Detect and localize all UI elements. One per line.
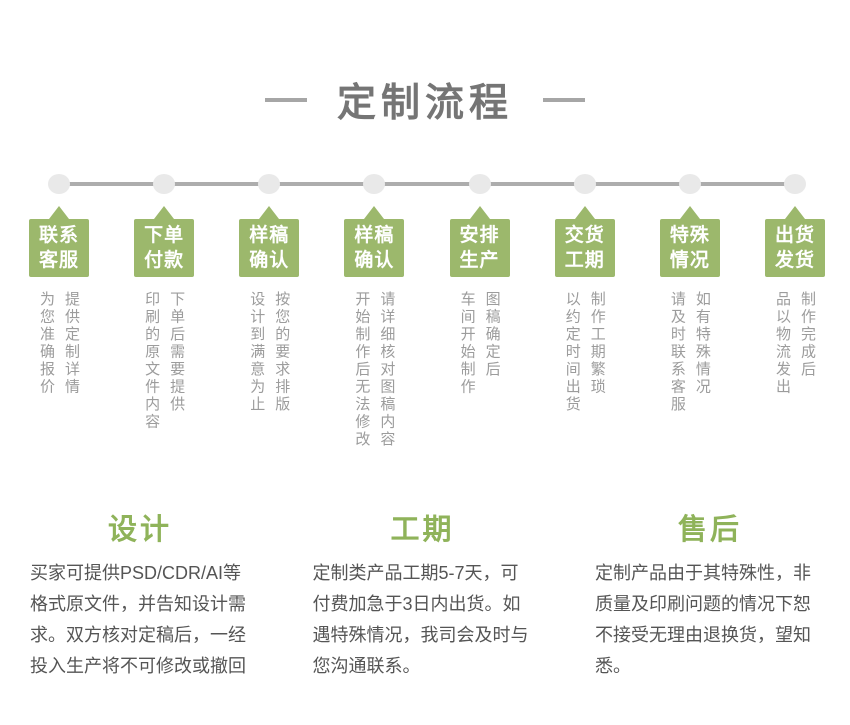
arrow-up-icon xyxy=(49,206,69,219)
info-section-design: 设计 买家可提供PSD/CDR/AI等格式原文件，并告知设计需求。双方核对定稿后… xyxy=(30,506,250,682)
step-description: 提供定制详情 为您准确报价 xyxy=(38,291,80,396)
step-description: 如有特殊情况 请及时联系客服 xyxy=(668,291,711,414)
process-step-1: 联系 客服 提供定制详情 为您准确报价 xyxy=(11,174,107,456)
step-label-box: 安排 生产 xyxy=(449,219,510,277)
step-label: 样稿 确认 xyxy=(249,224,290,271)
page-title: 定制流程 xyxy=(336,82,513,125)
title-dash-left-icon xyxy=(264,98,307,102)
arrow-up-icon xyxy=(154,206,175,219)
timeline-dot xyxy=(678,174,701,194)
info-section-aftersales: 售后 定制产品由于其特殊性，非质量及印刷问题的情况下恕不接受无理由退换货，望知悉… xyxy=(595,506,825,682)
page-header: 定制流程 xyxy=(0,72,850,128)
section-body: 买家可提供PSD/CDR/AI等格式原文件，并告知设计需求。双方核对定稿后，一经… xyxy=(30,563,246,676)
step-description: 按您的要求排版 设计到满意为止 xyxy=(248,291,291,414)
timeline-dot xyxy=(363,174,386,194)
title-dash-right-icon xyxy=(543,98,585,102)
timeline-dot xyxy=(48,174,70,194)
step-label: 下单 付款 xyxy=(144,224,185,271)
section-body: 定制类产品工期5-7天，可付费加急于3日内出货。如遇特殊情况，我司会及时与您沟通… xyxy=(312,563,529,676)
step-label-box: 特殊 情况 xyxy=(659,219,720,277)
step-label-box: 下单 付款 xyxy=(134,219,195,277)
step-label: 出货 发货 xyxy=(774,224,815,271)
timeline-dot xyxy=(258,174,281,194)
process-step-6: 交货 工期 制作工期繁琐 以约定时间出货 xyxy=(537,174,633,456)
process-step-5: 安排 生产 图稿确定后 车间开始制作 xyxy=(432,174,528,456)
step-label: 联系 客服 xyxy=(38,224,79,271)
info-sections: 设计 买家可提供PSD/CDR/AI等格式原文件，并告知设计需求。双方核对定稿后… xyxy=(0,506,850,682)
arrow-up-icon xyxy=(259,206,280,219)
section-title: 设计 xyxy=(107,514,172,546)
step-description: 下单后需要提供 印刷的原文件内容 xyxy=(143,291,186,431)
process-step-2: 下单 付款 下单后需要提供 印刷的原文件内容 xyxy=(116,174,212,456)
arrow-up-icon xyxy=(784,206,805,219)
process-step-7: 特殊 情况 如有特殊情况 请及时联系客服 xyxy=(642,174,738,456)
step-label-box: 交货 工期 xyxy=(554,219,615,277)
timeline-dot xyxy=(468,174,491,194)
process-step-4: 样稿 确认 请详细核对图稿内容 开始制作后无法修改 xyxy=(326,174,422,456)
timeline-dot xyxy=(783,174,806,194)
step-description: 请详细核对图稿内容 开始制作后无法修改 xyxy=(353,291,396,449)
arrow-up-icon xyxy=(469,206,490,219)
step-label-box: 样稿 确认 xyxy=(239,219,300,277)
timeline-dot xyxy=(573,174,596,194)
arrow-up-icon xyxy=(574,206,595,219)
step-label: 安排 生产 xyxy=(459,224,500,271)
step-description: 图稿确定后 车间开始制作 xyxy=(458,291,501,396)
arrow-up-icon xyxy=(364,206,385,219)
info-section-leadtime: 工期 定制类产品工期5-7天，可付费加急于3日内出货。如遇特殊情况，我司会及时与… xyxy=(313,506,533,682)
timeline-line xyxy=(59,182,796,186)
arrow-up-icon xyxy=(679,206,700,219)
step-label: 特殊 情况 xyxy=(669,224,710,271)
process-step-3: 样稿 确认 按您的要求排版 设计到满意为止 xyxy=(221,174,317,456)
step-description: 制作完成后 品以物流发出 xyxy=(773,291,816,396)
step-label-box: 联系 客服 xyxy=(29,219,89,277)
step-description: 制作工期繁琐 以约定时间出货 xyxy=(563,291,606,414)
section-body: 定制产品由于其特殊性，非质量及印刷问题的情况下恕不接受无理由退换货，望知悉。 xyxy=(595,563,811,676)
timeline-steps: 联系 客服 提供定制详情 为您准确报价 下单 付款 下单后需要提供 印刷的原文件… xyxy=(0,174,850,456)
section-title: 工期 xyxy=(390,514,455,546)
step-label-box: 样稿 确认 xyxy=(344,219,405,277)
step-label-box: 出货 发货 xyxy=(764,219,825,277)
step-label: 样稿 确认 xyxy=(354,224,395,271)
process-timeline: 联系 客服 提供定制详情 为您准确报价 下单 付款 下单后需要提供 印刷的原文件… xyxy=(0,174,850,474)
step-label: 交货 工期 xyxy=(564,224,605,271)
timeline-dot xyxy=(153,174,176,194)
process-step-8: 出货 发货 制作完成后 品以物流发出 xyxy=(747,174,843,456)
section-title: 售后 xyxy=(677,514,742,546)
